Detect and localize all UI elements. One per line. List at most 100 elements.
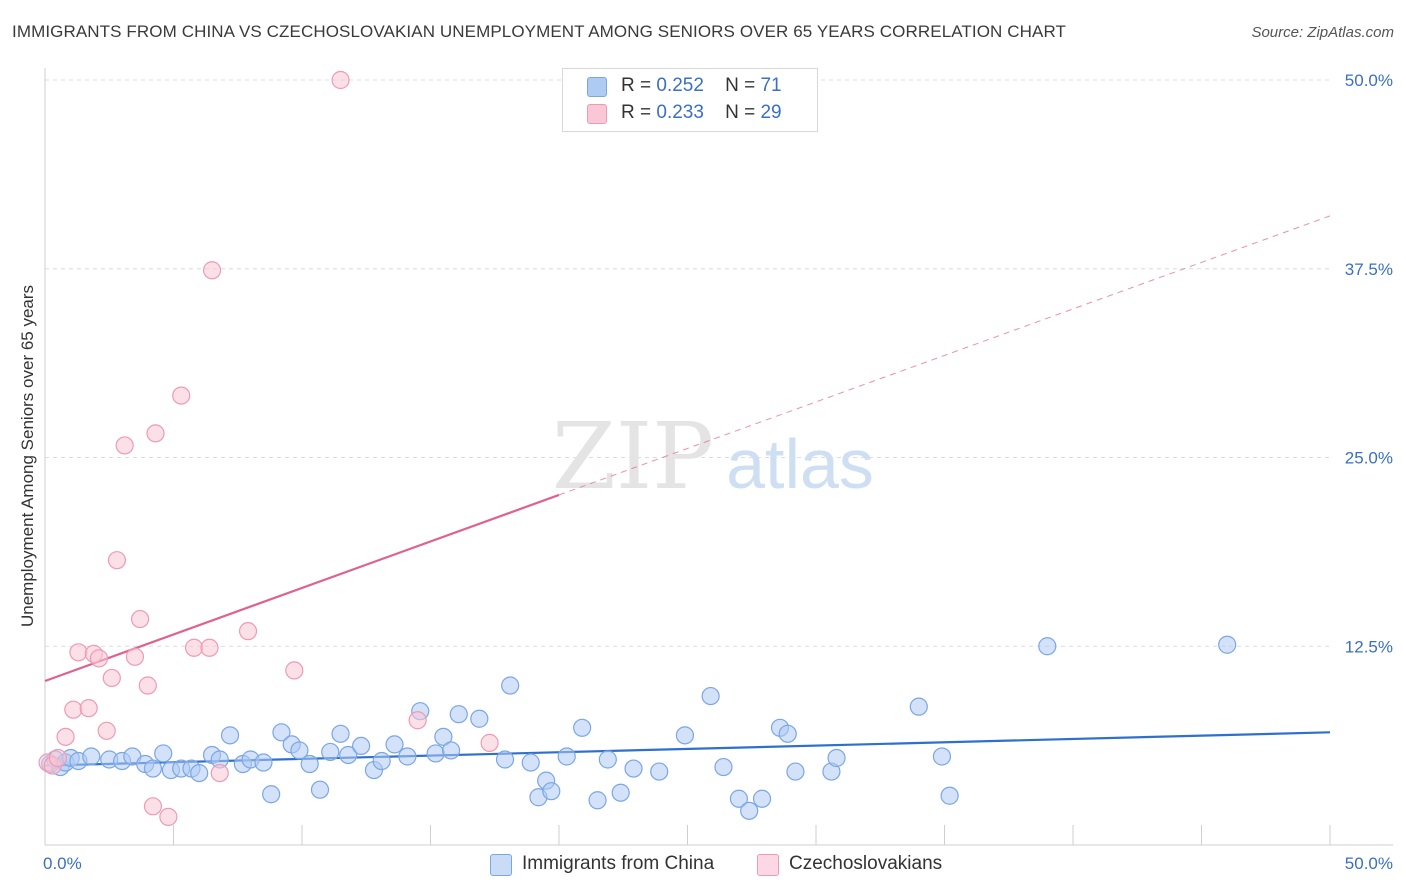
data-point: [752, 789, 772, 808]
data-point: [56, 727, 75, 746]
data-point: [143, 797, 163, 816]
bottom-legend-swatch-czech: [757, 854, 779, 876]
data-point: [470, 709, 489, 728]
y-tick-label: 37.5%: [1345, 260, 1393, 279]
data-point: [154, 744, 173, 763]
data-point: [501, 676, 520, 695]
data-point: [272, 723, 291, 742]
data-point: [372, 751, 391, 771]
data-point: [254, 753, 273, 772]
chart-title: IMMIGRANTS FROM CHINA VS CZECHOSLOVAKIAN…: [12, 22, 1067, 41]
data-point: [940, 786, 959, 805]
data-point: [434, 727, 453, 746]
y-tick-label: 50.0%: [1345, 71, 1393, 90]
data-point: [146, 424, 165, 443]
data-point: [159, 807, 178, 826]
data-point: [385, 735, 404, 754]
series-0: [41, 635, 1237, 820]
bottom-legend-label-china: Immigrants from China: [522, 853, 715, 874]
data-point: [210, 763, 229, 783]
data-point: [310, 780, 330, 799]
data-point: [495, 750, 515, 769]
data-point: [827, 748, 846, 768]
data-point: [202, 261, 222, 280]
data-points: [38, 70, 1237, 826]
data-point: [115, 436, 134, 455]
legend-r-value: 0.233: [656, 102, 704, 123]
data-point: [200, 638, 219, 657]
data-point: [611, 783, 630, 802]
data-point: [786, 762, 805, 781]
data-point: [542, 782, 561, 801]
data-point: [408, 711, 427, 730]
data-point: [729, 789, 749, 808]
data-point: [701, 686, 720, 706]
data-point: [339, 745, 358, 765]
data-point: [909, 697, 928, 716]
data-point: [48, 748, 67, 768]
data-point: [285, 661, 304, 680]
data-point: [778, 724, 797, 743]
data-point: [714, 757, 733, 777]
legend-r-label: R =: [621, 102, 652, 123]
data-point: [220, 726, 240, 745]
data-point: [1218, 635, 1237, 654]
legend-n-label: N =: [725, 102, 756, 123]
data-point: [89, 649, 109, 668]
source-label: Source: ZipAtlas.com: [1251, 24, 1394, 41]
bottom-legend-label-czech: Czechoslovakians: [789, 853, 943, 874]
trend-line-extension-1: [558, 215, 1331, 496]
data-point: [480, 733, 499, 752]
legend-n-value: 71: [760, 75, 782, 96]
x-tick-label: 0.0%: [43, 854, 82, 873]
data-point: [675, 726, 695, 745]
correlation-legend: R = 0.252 N = 71 R = 0.233 N = 29: [562, 68, 818, 132]
data-point: [238, 622, 258, 641]
data-point: [82, 747, 101, 766]
data-point: [130, 609, 150, 629]
data-point: [172, 386, 191, 405]
legend-r-label: R =: [621, 75, 652, 96]
legend-swatch-china: [587, 77, 607, 97]
data-point: [79, 699, 98, 718]
data-point: [588, 791, 607, 810]
data-point: [69, 643, 88, 662]
data-point: [331, 70, 350, 90]
data-point: [598, 750, 617, 769]
tick-labels: 12.5% 25.0% 37.5% 50.0% 0.0% 50.0%: [43, 71, 1393, 873]
grid-lines: [45, 79, 1330, 647]
data-point: [650, 762, 669, 781]
data-point: [932, 747, 952, 766]
watermark: ZIP atlas: [552, 403, 874, 510]
series-1: [38, 70, 499, 826]
data-point: [184, 638, 204, 657]
legend-swatch-czech: [587, 104, 607, 124]
data-point: [190, 763, 209, 783]
data-point: [102, 668, 121, 688]
bottom-legend-swatch-china: [490, 854, 512, 876]
y-axis-label: Unemployment Among Seniors over 65 years: [18, 284, 37, 628]
legend-n-label: N =: [725, 75, 756, 96]
data-point: [521, 753, 540, 772]
data-point: [64, 700, 83, 719]
data-point: [624, 759, 643, 778]
data-point: [321, 742, 340, 762]
data-point: [740, 801, 759, 820]
data-point: [262, 785, 281, 804]
watermark-zip: ZIP: [552, 403, 714, 510]
data-point: [300, 754, 319, 774]
data-point: [573, 718, 592, 737]
trend-line-1: [44, 493, 560, 683]
data-point: [398, 747, 417, 766]
data-point: [331, 724, 350, 743]
legend-r-value: 0.252: [656, 75, 704, 96]
x-tick-label: 50.0%: [1345, 854, 1393, 873]
legend-n-value: 29: [760, 102, 782, 123]
data-point: [107, 551, 127, 570]
data-point: [1038, 637, 1057, 656]
y-tick-label: 12.5%: [1345, 637, 1393, 656]
data-point: [290, 741, 309, 760]
data-point: [441, 741, 461, 760]
data-point: [138, 676, 157, 695]
